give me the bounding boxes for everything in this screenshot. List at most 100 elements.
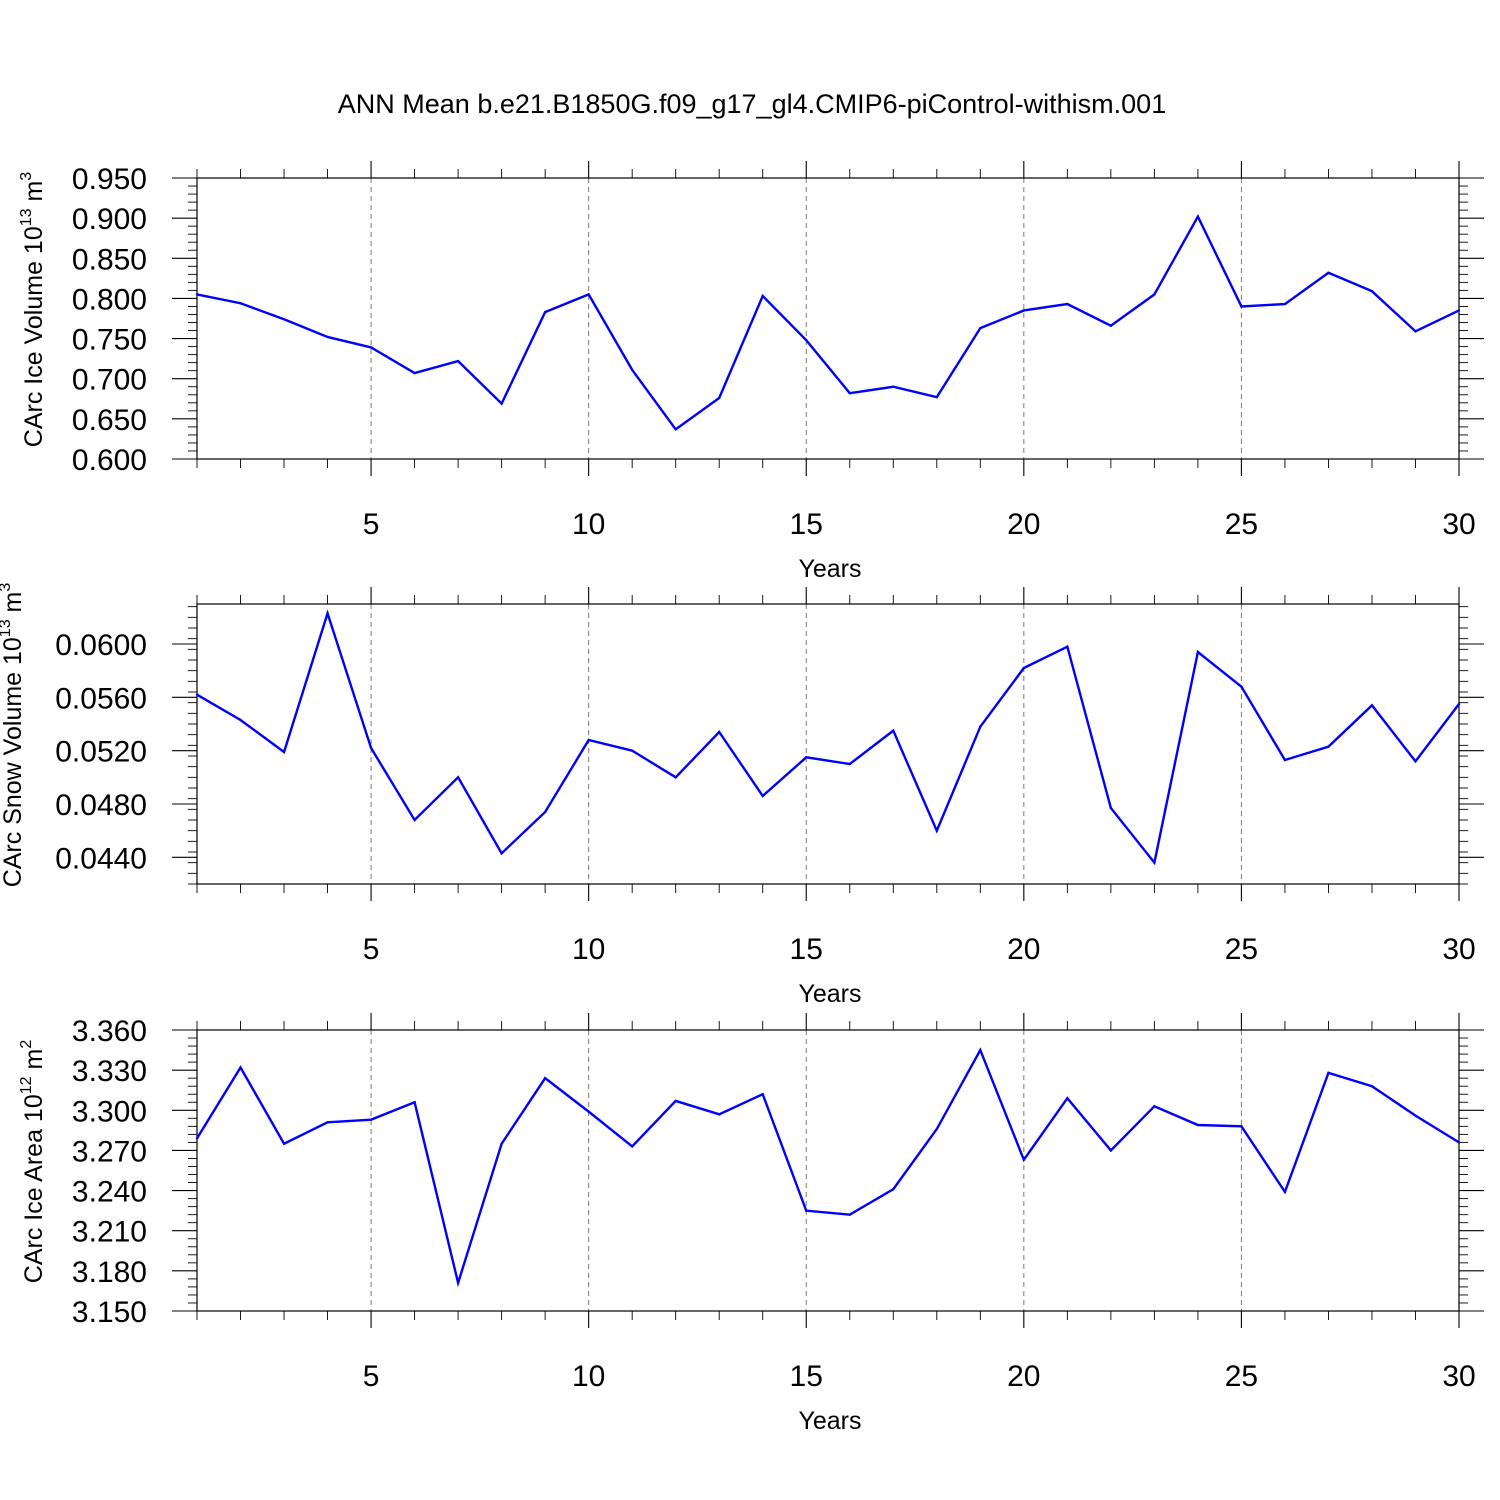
panel-3-data-point xyxy=(587,1110,590,1113)
panel-1-y-axis-label-unit-exponent: 3 xyxy=(18,172,35,181)
panel-1-data-point xyxy=(369,346,373,349)
panel-2-y-axis-label-exponent: 13 xyxy=(0,619,14,637)
panel-3-data-point xyxy=(1327,1071,1330,1075)
panel-1-data-point xyxy=(979,326,982,330)
panel-2-y-tick-label: 0.0560 xyxy=(55,682,147,715)
panel-1-data-point xyxy=(718,396,721,400)
panel-3-y-tick-label: 3.180 xyxy=(72,1256,147,1289)
panel-1-data-point xyxy=(500,402,503,405)
panel-2-x-tick-label: 30 xyxy=(1442,933,1475,966)
panel-2-data-point xyxy=(848,762,851,766)
panel-3-x-tick-label: 10 xyxy=(572,1360,605,1393)
panel-1-x-tick-label: 15 xyxy=(790,508,823,541)
panel-3-plot-frame xyxy=(196,1029,1460,1312)
panel-3-y-axis-label-unit-exponent: 2 xyxy=(18,1040,35,1049)
panel-2-series-line xyxy=(196,609,1460,866)
panel-2-x-tick-label: 20 xyxy=(1007,933,1040,966)
panel-3-data-point xyxy=(1283,1190,1287,1194)
panel-1-x-tick-label: 30 xyxy=(1442,508,1475,541)
panel-3-data-point xyxy=(1457,1141,1461,1144)
panel-1-x-tick-label: 20 xyxy=(1007,508,1040,541)
panel-2-y-tick-label: 0.0520 xyxy=(55,736,147,769)
panel-2-plot-frame xyxy=(196,603,1460,885)
panel-3-y-tick-label: 3.150 xyxy=(72,1296,147,1329)
panel-3-data-point xyxy=(456,1281,460,1285)
panel-1-data-point xyxy=(1327,271,1330,274)
panel-3-y-tick-label: 3.270 xyxy=(72,1135,147,1168)
panel-1-y-axis-label-exponent: 13 xyxy=(18,208,35,226)
panel-2-y-tick-label: 0.0600 xyxy=(55,629,147,662)
panel-3-y-axis-label: CArc Ice Area 1012 m2 xyxy=(18,1040,48,1284)
panel-1-data-point xyxy=(1283,302,1287,306)
panel-3-data-point xyxy=(500,1142,503,1145)
panel-3-data-point xyxy=(1240,1125,1243,1128)
panel-3-data-point xyxy=(239,1066,242,1069)
panel-3-y-tick-label: 3.240 xyxy=(72,1176,147,1209)
panel-2-x-tick-label: 15 xyxy=(790,933,823,966)
panel-2-data-point xyxy=(1109,806,1113,810)
panel-1-data-point xyxy=(1153,293,1156,296)
panel-3-y-axis-label-unit: m xyxy=(20,1049,48,1077)
panel-1-data-point xyxy=(630,368,634,372)
panel-2-data-point xyxy=(413,818,416,822)
panel-3-data-point xyxy=(761,1093,764,1096)
panel-1-data-point xyxy=(1196,215,1200,218)
panel-3-data-point xyxy=(1196,1123,1200,1127)
figure-title: ANN Mean b.e21.B1850G.f09_g17_gl4.CMIP6-… xyxy=(338,89,1166,119)
panel-2-data-point xyxy=(500,852,503,855)
panel-2-data-point xyxy=(456,776,460,779)
panel-3-data-point xyxy=(1022,1158,1026,1161)
panel-2-data-point xyxy=(195,693,199,696)
panel-2-y-axis-label: CArc Snow Volume 1013 m3 xyxy=(0,583,27,888)
panel-1-series-line xyxy=(196,213,1460,431)
panel-1-x-tick-label: 10 xyxy=(572,508,605,541)
panel-3-y-tick-label: 3.300 xyxy=(72,1095,147,1128)
panel-2-data-point xyxy=(892,729,895,732)
panel-2-x-tick-label: 25 xyxy=(1225,933,1258,966)
panel-2-data-point xyxy=(1022,666,1026,670)
panel-3: 5 10 15 20 25 30 3.150 3.180 3.210 3.240 3.270 3.30… xyxy=(18,1013,1484,1435)
panel-3-data-point xyxy=(195,1137,199,1140)
panel-3-y-axis-label-exponent: 12 xyxy=(18,1076,35,1094)
panel-1-data-point xyxy=(282,318,286,321)
panel-1-data-point xyxy=(805,338,808,342)
panel-2-data-point xyxy=(630,749,634,752)
panel-3-data-point xyxy=(1109,1149,1113,1152)
panel-3-y-tick-label: 3.210 xyxy=(72,1216,147,1249)
panel-3-data-point xyxy=(1153,1105,1156,1108)
panel-1: 5 10 15 20 25 30 0.600 0.650 0.700 0.750 0.800 0.85… xyxy=(18,161,1484,583)
panel-2-data-point xyxy=(239,718,242,722)
panel-1-data-point xyxy=(239,302,242,305)
panel-2-data-point xyxy=(587,738,590,742)
panel-1-data-point xyxy=(413,371,416,375)
panel-3-data-point xyxy=(979,1048,982,1052)
panel-2-data-point xyxy=(369,746,373,750)
panel-2-x-tick-label: 5 xyxy=(363,933,380,966)
panel-3-data-point xyxy=(848,1213,851,1216)
panel-1-data-point xyxy=(326,335,329,339)
panel-3-data-point xyxy=(805,1209,808,1212)
panel-1-x-tick-label: 25 xyxy=(1225,508,1258,541)
panel-1-data-point xyxy=(587,293,590,296)
panel-2-data-point xyxy=(326,612,329,615)
panel-1-x-axis-label: Years xyxy=(798,555,861,583)
panel-2-y-axis-label-name: CArc Snow Volume 10 xyxy=(0,637,27,887)
panel-2-data-point xyxy=(718,730,721,734)
panel-3-y-tick-label: 3.360 xyxy=(72,1015,147,1048)
panel-2-data-point xyxy=(1370,704,1374,707)
panel-2-y-tick-label: 0.0480 xyxy=(55,789,147,822)
panel-2-y-axis-label-unit-exponent: 3 xyxy=(0,583,14,592)
panel-1-data-point xyxy=(543,310,547,314)
panel-3-data-point xyxy=(282,1142,286,1145)
panel-2-data-point xyxy=(1457,702,1461,706)
panel-2-data-point xyxy=(1240,685,1243,688)
panel-2-data-point xyxy=(1327,745,1330,748)
panel-2-data-point xyxy=(1414,760,1417,763)
panel-1-x-tick-label: 5 xyxy=(363,508,380,541)
panel-3-data-point xyxy=(892,1188,895,1191)
panel-2-data-point xyxy=(674,776,677,779)
panel-1-data-point xyxy=(1414,330,1417,333)
panel-1-y-tick-label: 0.800 xyxy=(72,283,147,316)
panel-1-y-tick-label: 0.600 xyxy=(72,444,147,477)
